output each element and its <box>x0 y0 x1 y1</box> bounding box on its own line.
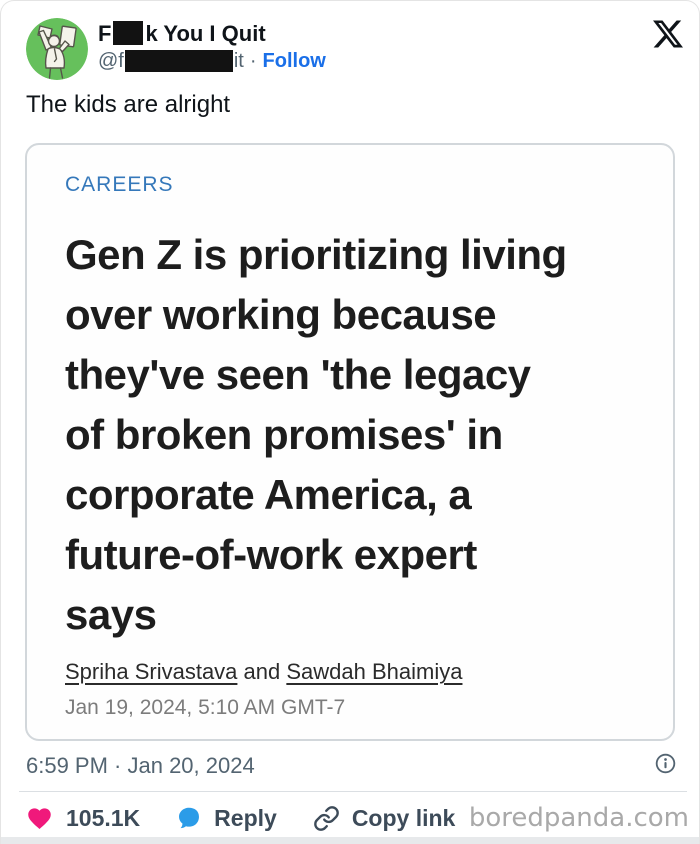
display-name-prefix: F <box>98 21 112 46</box>
handle-prefix[interactable]: @f <box>98 50 124 72</box>
info-icon[interactable] <box>654 752 677 775</box>
heart-icon <box>28 807 51 829</box>
watermark: boredpanda.com <box>468 803 689 833</box>
authors-conjunction: and <box>237 659 287 684</box>
headline-line: says <box>65 591 157 638</box>
reply-label: Reply <box>214 804 277 831</box>
headline-line: corporate America, a <box>65 471 472 518</box>
avatar[interactable] <box>26 18 88 80</box>
article-category-label: CAREERS <box>65 173 174 196</box>
copy-link-label: Copy link <box>351 804 456 831</box>
headline-line: future-of-work expert <box>65 531 477 578</box>
handle-row: @f it · Follow <box>98 50 326 73</box>
headline-line: of broken promises' in <box>65 411 503 458</box>
article-headline: Gen Z is prioritizing living over workin… <box>65 225 645 645</box>
speech-bubble-icon <box>179 807 200 829</box>
censor-bar <box>113 21 144 45</box>
bottom-strip <box>1 837 699 844</box>
author-link: Spriha Srivastava <box>65 659 238 684</box>
tweet-timestamp: 6:59 PM · Jan 20, 2024 <box>26 753 255 778</box>
quitting-man-cartoon-icon <box>26 18 88 80</box>
dot-separator: · <box>249 50 257 72</box>
author-link: Sawdah Bhaimiya <box>286 659 463 684</box>
article-card[interactable]: CAREERS Gen Z is prioritizing living ove… <box>25 143 675 741</box>
headline-line: Gen Z is prioritizing living <box>65 231 567 278</box>
follow-button[interactable]: Follow <box>262 50 326 72</box>
copy-link-button[interactable]: Copy link <box>313 804 456 832</box>
headline-line: over working because <box>65 291 497 338</box>
article-byline: Spriha Srivastava and Sawdah Bhaimiya <box>65 659 462 685</box>
reply-button[interactable]: Reply <box>176 805 277 832</box>
headline-line: they've seen 'the legacy <box>65 351 531 398</box>
link-icon <box>313 805 339 831</box>
display-name-suffix: k You I Quit <box>145 21 266 46</box>
like-button[interactable]: 105.1K <box>25 805 140 832</box>
x-logo[interactable] <box>653 19 683 49</box>
censor-bar <box>124 50 233 72</box>
tweet-text: The kids are alright <box>26 91 231 118</box>
divider <box>19 791 687 792</box>
article-publish-date: Jan 19, 2024, 5:10 AM GMT-7 <box>65 696 346 719</box>
handle-suffix[interactable]: it <box>233 50 244 72</box>
like-count: 105.1K <box>66 804 141 831</box>
engagement-bar: 105.1K Reply Copy link boredpanda.com <box>25 800 689 836</box>
